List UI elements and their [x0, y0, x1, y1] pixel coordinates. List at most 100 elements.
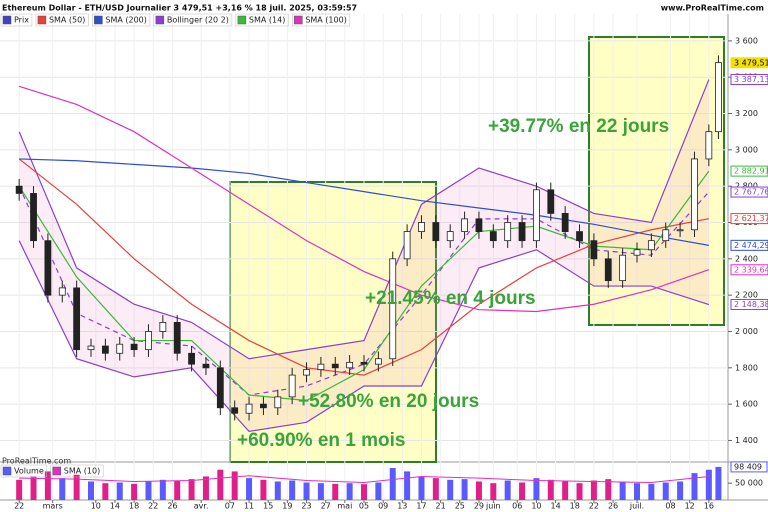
- candle-body: [461, 218, 468, 232]
- x-tick-label: 05: [359, 502, 369, 511]
- volume-bar: [131, 483, 138, 500]
- last-value-box: [730, 165, 768, 177]
- candle-body: [30, 193, 37, 242]
- annotation: +60.90% en 1 mois: [237, 430, 405, 451]
- legend-frame: [0, 13, 33, 27]
- x-tick-label: 22: [14, 502, 24, 511]
- volume-bar: [432, 478, 439, 500]
- legend-label: SMA (100): [305, 16, 347, 25]
- legend-swatch: [294, 15, 303, 25]
- volume-bar: [619, 481, 626, 500]
- legend-swatch: [155, 15, 165, 25]
- x-tick-label: 08: [665, 502, 675, 511]
- candle-body: [533, 189, 540, 242]
- legend-frame: [92, 13, 151, 27]
- volume-bar: [16, 479, 23, 500]
- volume-bar: [490, 483, 497, 500]
- x-tick-label: juin: [485, 502, 501, 511]
- candle-body: [633, 249, 641, 256]
- x-tick-label: 19: [282, 502, 292, 511]
- legend-swatch: [37, 15, 47, 25]
- legend-frame: [153, 13, 233, 27]
- candle-body: [432, 222, 440, 242]
- legend-frame: [35, 13, 89, 27]
- annotation: +52.80% en 20 jours: [298, 391, 479, 412]
- volume-bar: [475, 481, 482, 500]
- candle-body: [58, 287, 66, 296]
- candle-body: [676, 229, 684, 232]
- legend-frame: [50, 464, 104, 478]
- volume-bar: [59, 478, 66, 500]
- x-tick-label: 14: [550, 502, 560, 511]
- legend-label: Bollinger (20 2): [167, 16, 229, 25]
- candle-body: [274, 396, 282, 409]
- volume-bar: [375, 482, 382, 500]
- legend-swatch: [2, 15, 12, 25]
- last-value-label: 2 148,38: [734, 300, 768, 309]
- x-tick-label: 18: [129, 502, 139, 511]
- candle-body: [288, 374, 296, 398]
- chart-title: Ethereum Dollar - ETH/USD Journalier 3 4…: [2, 4, 357, 13]
- highlight-box: [229, 181, 437, 463]
- candle-body: [159, 322, 167, 332]
- volume-bar: [662, 482, 669, 500]
- x-tick-label: mai: [337, 502, 352, 511]
- volume-bar: [533, 478, 540, 500]
- candle-body: [145, 331, 152, 351]
- x-tick-label: 18: [570, 502, 580, 511]
- candle-body: [231, 407, 239, 414]
- source: www.ProRealTime.com: [661, 4, 764, 13]
- legend-label: Volume: [14, 467, 44, 476]
- last-value-label: 2 767,76: [734, 188, 768, 197]
- x-tick-label: 06: [512, 502, 522, 511]
- volume-bar: [145, 481, 152, 500]
- volume-bar: [389, 468, 396, 500]
- legend-swatch: [52, 466, 62, 476]
- volume-bar: [231, 471, 238, 500]
- candle-body: [73, 287, 81, 351]
- last-value-label: 98 409: [734, 462, 762, 471]
- candle-body: [489, 231, 497, 242]
- volume-bar: [30, 476, 37, 500]
- y-tick-label: 3 200: [735, 109, 758, 118]
- volume-bar: [562, 481, 569, 500]
- candle-body: [418, 222, 425, 232]
- y-tick-label: 2 000: [735, 327, 758, 336]
- last-value-box: [730, 239, 768, 251]
- legend-label: SMA (200): [105, 16, 147, 25]
- x-tick-label: 16: [704, 502, 714, 511]
- y-tick-label: 50 000: [735, 479, 763, 488]
- last-value-box: [730, 74, 768, 86]
- last-value-box: [730, 57, 768, 69]
- candle-body: [216, 367, 224, 409]
- legend-frame: [292, 13, 351, 27]
- candle-body: [604, 258, 612, 282]
- x-tick-label: 10: [91, 502, 101, 511]
- legend-swatch: [94, 15, 103, 25]
- candle-body: [662, 229, 670, 242]
- last-value-box: [730, 213, 768, 225]
- x-tick-label: 14: [110, 502, 120, 511]
- x-tick-label: 25: [455, 502, 465, 511]
- y-tick-label: 3 000: [735, 145, 758, 154]
- last-value-box: [730, 461, 768, 473]
- candle-body: [475, 218, 483, 232]
- volume-bar: [547, 479, 554, 500]
- x-tick-label: 15: [263, 502, 273, 511]
- x-tick-label: 27: [321, 502, 331, 511]
- x-tick-label: 11: [244, 502, 254, 511]
- last-value-label: 2 339,64: [734, 265, 768, 274]
- candle-body: [446, 231, 454, 242]
- volume-bar: [691, 473, 698, 500]
- candle-body: [346, 361, 354, 369]
- x-tick-label: 21: [436, 502, 446, 511]
- volume-bar: [44, 471, 51, 500]
- x-tick-label: juil.: [629, 502, 644, 511]
- volume-bar: [303, 482, 310, 500]
- candle-body: [303, 369, 310, 376]
- legend-label: SMA (14): [249, 16, 285, 25]
- candle-body: [590, 240, 598, 260]
- candle-body: [188, 352, 195, 365]
